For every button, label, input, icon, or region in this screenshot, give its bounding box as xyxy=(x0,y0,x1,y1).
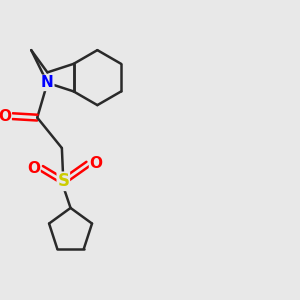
Text: O: O xyxy=(27,161,40,176)
Text: O: O xyxy=(0,109,11,124)
Text: O: O xyxy=(89,156,103,171)
Text: N: N xyxy=(41,75,54,90)
Text: S: S xyxy=(57,172,69,190)
